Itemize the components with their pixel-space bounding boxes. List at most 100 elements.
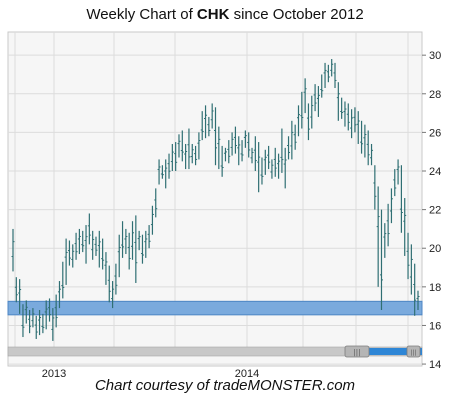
weekly-bar [81,230,85,253]
weekly-bar [34,315,38,339]
weekly-bar [260,157,264,185]
weekly-bar [220,145,224,177]
weekly-bar [399,165,403,233]
y-tick-label: 30 [429,50,441,62]
weekly-bar [150,205,154,235]
weekly-bar [320,74,324,98]
weekly-bar [101,238,105,270]
weekly-bar [14,277,18,303]
weekly-bar [71,244,75,268]
weekly-bar [180,130,184,162]
weekly-bar [250,147,254,164]
weekly-bar [57,281,61,309]
scrollbar[interactable]: ||| ||| [7,345,423,358]
weekly-bar [91,230,95,260]
weekly-bar [303,78,307,114]
weekly-bar [111,281,115,309]
y-tick-label: 26 [429,127,441,139]
scrollbar-left-handle[interactable] [344,345,370,358]
weekly-bar [44,300,48,330]
weekly-bar [376,186,380,287]
weekly-bar [167,153,171,179]
weekly-bar [18,279,22,314]
weekly-bar [177,134,181,158]
weekly-bar [204,105,208,139]
weekly-bar [316,86,320,117]
weekly-bar [28,310,32,334]
chart-title: Weekly Chart of CHK since October 2012 [0,6,450,23]
weekly-bar [323,62,327,88]
weekly-bar [340,97,344,119]
weekly-bar [144,230,148,258]
weekly-bar [223,147,227,162]
y-tick-label: 20 [429,243,441,255]
weekly-bar [373,165,377,210]
plot-area [7,31,423,367]
weekly-bar [300,91,304,129]
weekly-bar [386,203,390,247]
weekly-bar [293,124,297,150]
weekly-bar [360,120,364,154]
weekly-bar [389,188,393,224]
scrollbar-right-grip: ||| [410,350,416,357]
weekly-bar [124,228,128,255]
weekly-bar [253,136,257,172]
weekly-bar [97,230,101,268]
weekly-bar [190,143,194,164]
weekly-bar [184,143,188,170]
weekly-bar [243,130,247,148]
scrollbar-left-grip: ||| [353,349,360,357]
weekly-bar [290,120,294,160]
scrollbar-right-handle[interactable] [406,345,421,358]
weekly-bar [147,225,151,249]
x-tick-label: 2014 [235,368,259,380]
weekly-bar [363,124,367,158]
weekly-bar [164,159,168,189]
weekly-bar [74,232,78,260]
weekly-bar [157,159,161,185]
weekly-bar [170,143,174,172]
weekly-bar [353,107,357,133]
weekly-bar [416,290,420,311]
weekly-bar [160,165,164,179]
weekly-bar [134,215,138,283]
weekly-bar [333,62,337,88]
weekly-bar [77,228,81,255]
weekly-bar [210,103,214,129]
y-tick-label: 28 [429,89,441,101]
weekly-bar [214,107,217,166]
weekly-bar [356,111,360,144]
weekly-bar [107,265,111,303]
weekly-bar [41,313,45,334]
weekly-bar [140,234,144,264]
weekly-bar [296,105,300,137]
weekly-bar [240,140,244,162]
weekly-bar [61,261,65,299]
weekly-bar [413,263,417,316]
weekly-bar [207,116,211,137]
weekly-bar [54,294,58,328]
weekly-bar [370,143,374,166]
weekly-bar [48,298,52,322]
scrollbar-thumb[interactable] [369,348,422,355]
weekly-bar [11,228,15,272]
weekly-bar [117,234,121,278]
y-tick-label: 18 [429,282,441,294]
chart-credit: Chart courtesy of tradeMONSTER.com [94,377,356,394]
weekly-bar [366,130,370,166]
weekly-bar [114,263,118,295]
weekly-bar [283,147,287,189]
weekly-bar [336,82,340,121]
weekly-bar [313,84,317,112]
weekly-bar [67,240,71,266]
x-axis: 2013 2014 [42,368,259,380]
x-tick-label: 2013 [42,368,66,380]
ohlc-bars [11,59,420,341]
title-ticker: CHK [196,6,230,23]
weekly-bar [94,236,98,256]
weekly-bar [51,308,55,341]
weekly-bar [396,159,400,185]
weekly-bar [104,252,108,285]
gridlines [8,32,422,365]
